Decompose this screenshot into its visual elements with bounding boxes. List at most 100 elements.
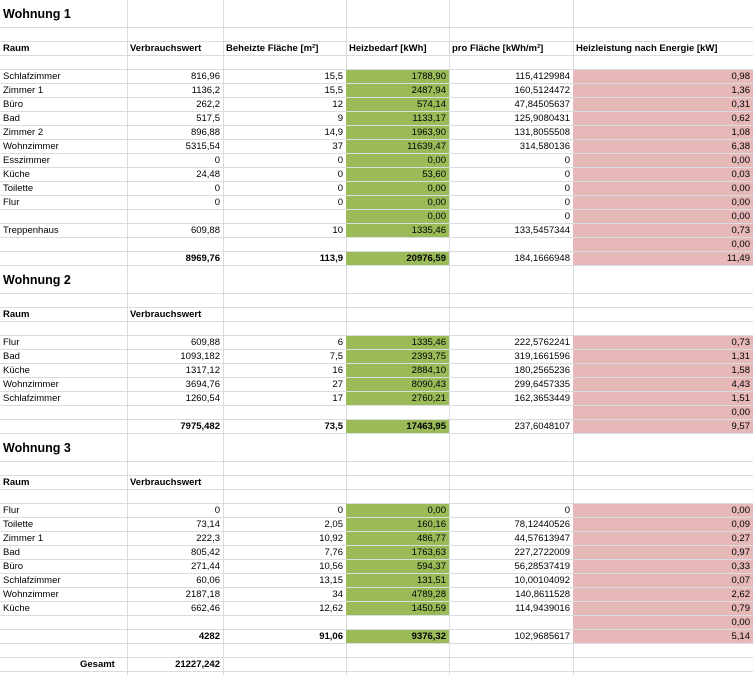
heizleistung-value[interactable]: 1,58 xyxy=(573,364,753,377)
cell-empty[interactable] xyxy=(346,322,449,335)
cell-empty[interactable] xyxy=(127,28,223,41)
total-heizleistung[interactable]: 9,57 xyxy=(573,420,753,433)
cell-empty[interactable] xyxy=(0,28,127,41)
flaeche-value[interactable]: 10,92 xyxy=(319,533,343,544)
total-heizleistung[interactable]: 5,14 xyxy=(573,630,753,643)
heizleistung-value[interactable]: 0,62 xyxy=(573,112,753,125)
cell-empty[interactable] xyxy=(573,462,753,475)
heizbedarf-value[interactable] xyxy=(346,616,449,629)
room-name[interactable] xyxy=(0,616,127,629)
verbrauch-value[interactable]: 1093,182 xyxy=(180,351,220,362)
pro-flaeche-value[interactable] xyxy=(449,616,573,629)
header-verbrauch[interactable]: Verbrauchswert xyxy=(130,43,202,54)
heizleistung-value[interactable]: 2,62 xyxy=(573,588,753,601)
cell-empty[interactable] xyxy=(127,644,223,657)
cell-empty[interactable] xyxy=(449,490,573,503)
cell-empty[interactable] xyxy=(449,462,573,475)
heizleistung-value[interactable]: 0,03 xyxy=(573,168,753,181)
heizbedarf-value[interactable]: 486,77 xyxy=(346,532,449,545)
verbrauch-value[interactable]: 3694,76 xyxy=(185,379,220,390)
heizbedarf-value[interactable]: 0,00 xyxy=(346,154,449,167)
pro-flaeche-value[interactable]: 319,1661596 xyxy=(514,351,570,362)
pro-flaeche-value[interactable]: 0 xyxy=(564,211,570,222)
cell-empty[interactable] xyxy=(346,56,449,69)
header-raum[interactable]: Raum xyxy=(3,43,30,54)
flaeche-value[interactable]: 16 xyxy=(332,365,343,376)
flaeche-value[interactable]: 27 xyxy=(332,379,343,390)
section-title[interactable]: Wohnung 1 xyxy=(3,7,71,21)
pro-flaeche-value[interactable]: 299,6457335 xyxy=(514,379,570,390)
cell-empty[interactable] xyxy=(223,490,346,503)
room-name[interactable]: Schlafzimmer xyxy=(3,575,61,586)
total-heizleistung[interactable]: 11,49 xyxy=(573,252,753,265)
verbrauch-value[interactable]: 1260,54 xyxy=(185,393,220,404)
flaeche-value[interactable]: 9 xyxy=(337,113,343,124)
room-name[interactable]: Zimmer 1 xyxy=(3,85,44,96)
pro-flaeche-value[interactable]: 180,2565236 xyxy=(514,365,570,376)
flaeche-value[interactable]: 10,56 xyxy=(319,561,343,572)
room-name[interactable]: Büro xyxy=(3,99,24,110)
heizleistung-value[interactable]: 0,79 xyxy=(573,602,753,615)
heizbedarf-value[interactable]: 1963,90 xyxy=(346,126,449,139)
heizleistung-value[interactable]: 0,00 xyxy=(573,406,753,419)
pro-flaeche-value[interactable]: 314,580136 xyxy=(519,141,570,152)
heizleistung-value[interactable]: 0,00 xyxy=(573,504,753,517)
flaeche-value[interactable]: 0 xyxy=(337,155,343,166)
pro-flaeche-value[interactable]: 0 xyxy=(564,183,570,194)
pro-flaeche-value[interactable]: 160,5124472 xyxy=(514,85,570,96)
verbrauch-value[interactable]: 5315,54 xyxy=(185,141,220,152)
heizbedarf-value[interactable]: 2760,21 xyxy=(346,392,449,405)
verbrauch-value[interactable]: 609,88 xyxy=(190,225,220,236)
cell-empty[interactable] xyxy=(0,644,127,657)
room-name[interactable]: Bad xyxy=(3,113,20,124)
heizbedarf-value[interactable]: 11639,47 xyxy=(346,140,449,153)
cell-empty[interactable] xyxy=(346,28,449,41)
pro-flaeche-value[interactable]: 133,5457344 xyxy=(514,225,570,236)
cell-empty[interactable] xyxy=(0,252,127,265)
pro-flaeche-value[interactable]: 222,5762241 xyxy=(514,337,570,348)
cell-empty[interactable] xyxy=(449,294,573,307)
header-pro-flaeche[interactable]: pro Fläche [kWh/m²] xyxy=(452,43,544,54)
verbrauch-value[interactable]: 1317,12 xyxy=(185,365,220,376)
room-name[interactable]: Wohnzimmer xyxy=(3,141,59,152)
cell-empty[interactable] xyxy=(127,56,223,69)
room-name[interactable]: Flur xyxy=(3,197,20,208)
total-heizbedarf[interactable]: 20976,59 xyxy=(346,252,449,265)
verbrauch-value[interactable]: 262,2 xyxy=(196,99,220,110)
flaeche-value[interactable]: 7,5 xyxy=(329,351,343,362)
verbrauch-value[interactable]: 0 xyxy=(214,505,220,516)
pro-flaeche-value[interactable]: 131,8055508 xyxy=(514,127,570,138)
heizleistung-value[interactable]: 6,38 xyxy=(573,140,753,153)
pro-flaeche-value[interactable]: 0 xyxy=(564,505,570,516)
room-name[interactable]: Küche xyxy=(3,603,30,614)
verbrauch-value[interactable]: 662,46 xyxy=(190,603,220,614)
heizleistung-value[interactable]: 0,97 xyxy=(573,546,753,559)
heizbedarf-value[interactable]: 2884,10 xyxy=(346,364,449,377)
cell-empty[interactable] xyxy=(573,322,753,335)
header-heizbedarf[interactable]: Heizbedarf [kWh] xyxy=(349,43,427,54)
room-name[interactable]: Bad xyxy=(3,351,20,362)
pro-flaeche-value[interactable]: 140,8611528 xyxy=(515,589,570,600)
heizleistung-value[interactable]: 1,51 xyxy=(573,392,753,405)
heizbedarf-value[interactable] xyxy=(346,406,449,419)
room-name[interactable]: Toilette xyxy=(3,519,34,530)
flaeche-value[interactable]: 14,9 xyxy=(324,127,344,138)
cell-empty[interactable] xyxy=(223,28,346,41)
verbrauch-value[interactable]: 896,88 xyxy=(190,127,220,138)
room-name[interactable] xyxy=(0,210,127,223)
heizleistung-value[interactable]: 1,08 xyxy=(573,126,753,139)
room-name[interactable] xyxy=(0,238,127,251)
header-raum[interactable]: Raum xyxy=(3,309,30,320)
heizleistung-value[interactable]: 0,98 xyxy=(573,70,753,83)
heizleistung-value[interactable]: 0,00 xyxy=(573,616,753,629)
pro-flaeche-value[interactable]: 162,3653449 xyxy=(514,393,570,404)
total-pro-flaeche[interactable]: 102,9685617 xyxy=(514,631,570,642)
flaeche-value[interactable]: 6 xyxy=(337,337,343,348)
heizbedarf-value[interactable]: 2393,75 xyxy=(346,350,449,363)
verbrauch-value[interactable]: 24,48 xyxy=(196,169,220,180)
verbrauch-value[interactable] xyxy=(127,616,223,629)
cell-empty[interactable] xyxy=(223,56,346,69)
flaeche-value[interactable]: 10 xyxy=(332,225,343,236)
cell-empty[interactable] xyxy=(223,294,346,307)
flaeche-value[interactable]: 12 xyxy=(332,99,343,110)
